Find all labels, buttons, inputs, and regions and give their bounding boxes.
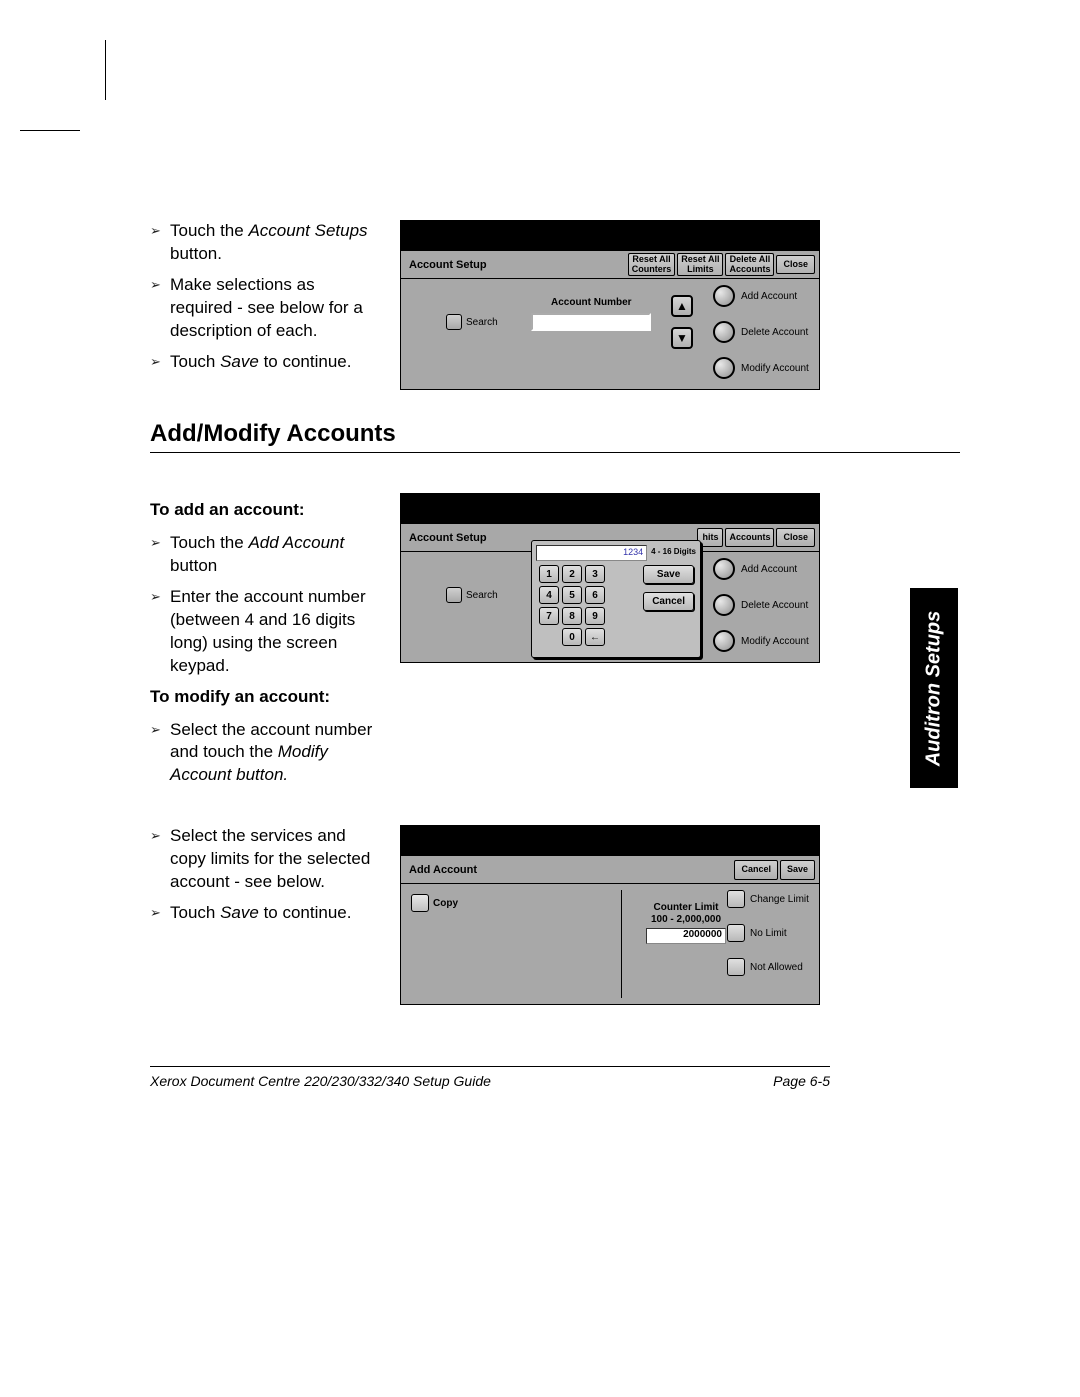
accounts-button[interactable]: Accounts — [725, 528, 774, 547]
scroll-down-button[interactable]: ▼ — [671, 327, 693, 349]
delete-all-button[interactable]: Delete AllAccounts — [725, 253, 774, 276]
account-number-label: Account Number — [551, 297, 632, 308]
save-button[interactable]: Save — [780, 860, 815, 879]
keypad-save-button[interactable]: Save — [643, 565, 694, 584]
delete-account-button-2[interactable] — [713, 594, 735, 616]
crop-marks — [0, 0, 1080, 130]
no-limit-button[interactable] — [727, 924, 745, 942]
key-7[interactable]: 7 — [539, 607, 559, 625]
change-limit-button[interactable] — [727, 890, 745, 908]
key-6[interactable]: 6 — [585, 586, 605, 604]
shot1-title: Account Setup — [405, 259, 487, 271]
add-account-button-2[interactable] — [713, 558, 735, 580]
s1-b2-post: to continue. — [259, 352, 352, 371]
s1-b0-pre: Touch the — [170, 221, 248, 240]
keypad-info: 4 - 16 Digits — [651, 545, 696, 561]
key-backspace[interactable]: ← — [585, 628, 605, 646]
screenshot-account-setup: Account Setup Reset AllCounters Reset Al… — [400, 220, 820, 390]
key-5[interactable]: 5 — [562, 586, 582, 604]
modify-account-button[interactable] — [713, 357, 735, 379]
cancel-button[interactable]: Cancel — [734, 860, 778, 879]
add-account-button[interactable] — [713, 285, 735, 307]
section1-text: ➢Touch the Account Setups button. ➢Make … — [150, 220, 380, 390]
shot3-title: Add Account — [405, 864, 477, 876]
keypad-cancel-button[interactable]: Cancel — [643, 592, 694, 611]
subhead-modify: To modify an account: — [150, 686, 380, 709]
scroll-up-button[interactable]: ▲ — [671, 295, 693, 317]
hits-button[interactable]: hits — [697, 528, 723, 547]
s1-b0-post: button. — [170, 244, 222, 263]
screenshot-keypad: Account Setup hits Accounts Close Search… — [400, 493, 820, 663]
page-footer: Xerox Document Centre 220/230/332/340 Se… — [150, 1066, 830, 1089]
key-4[interactable]: 4 — [539, 586, 559, 604]
account-number-input[interactable] — [531, 313, 651, 331]
counter-limit-input[interactable]: 2000000 — [646, 928, 726, 944]
key-1[interactable]: 1 — [539, 565, 559, 583]
keypad-display: 1234 — [536, 545, 647, 561]
search-button[interactable]: Search — [446, 314, 498, 330]
search-button-2[interactable]: Search — [446, 587, 498, 603]
key-8[interactable]: 8 — [562, 607, 582, 625]
subhead-add: To add an account: — [150, 499, 380, 522]
page-content: ➢Touch the Account Setups button. ➢Make … — [150, 220, 960, 1035]
keypad-popup: 1234 4 - 16 Digits 1 2 3 4 5 6 7 — [531, 540, 701, 658]
reset-limits-button[interactable]: Reset AllLimits — [677, 253, 723, 276]
key-2[interactable]: 2 — [562, 565, 582, 583]
counter-limit-box: Counter Limit 100 - 2,000,000 2000000 — [636, 902, 736, 944]
key-9[interactable]: 9 — [585, 607, 605, 625]
footer-right: Page 6-5 — [773, 1073, 830, 1089]
close-button[interactable]: Close — [776, 255, 815, 274]
key-3[interactable]: 3 — [585, 565, 605, 583]
keypad-grid: 1 2 3 4 5 6 7 8 9 0 ← — [539, 565, 605, 646]
section-heading: Add/Modify Accounts — [150, 420, 960, 453]
footer-left: Xerox Document Centre 220/230/332/340 Se… — [150, 1073, 491, 1089]
close-button-2[interactable]: Close — [776, 528, 815, 547]
s1-b1: Make selections as required - see below … — [170, 274, 380, 343]
modify-account-button-2[interactable] — [713, 630, 735, 652]
copy-button[interactable]: Copy — [411, 894, 458, 912]
key-0[interactable]: 0 — [562, 628, 582, 646]
s1-b2-em: Save — [220, 352, 259, 371]
side-tab: Auditron Setups — [910, 588, 958, 788]
shot2-title: Account Setup — [405, 532, 487, 544]
reset-counters-button[interactable]: Reset AllCounters — [628, 253, 676, 276]
screenshot-add-account: Add Account Cancel Save Copy Counter Lim… — [400, 825, 820, 1005]
not-allowed-button[interactable] — [727, 958, 745, 976]
s1-b0-em: Account Setups — [248, 221, 367, 240]
s1-b2-pre: Touch — [170, 352, 220, 371]
delete-account-button[interactable] — [713, 321, 735, 343]
